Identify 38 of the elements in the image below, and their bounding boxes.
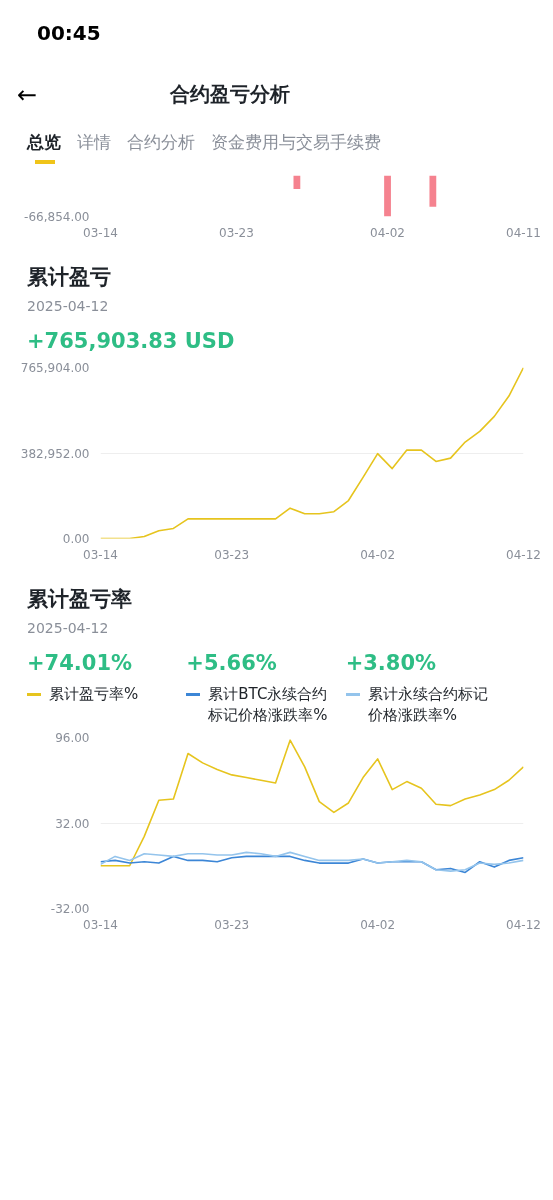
text: 00:45 bbox=[36, 20, 102, 47]
text: +3.80% bbox=[345, 650, 438, 678]
text: 合约分析 bbox=[127, 130, 195, 154]
y-tick-label: 96.00 bbox=[55, 731, 90, 746]
x-tick-label: 03-23 bbox=[219, 225, 254, 240]
text: +74.01% bbox=[27, 650, 134, 678]
y-tick-label: 0.00 bbox=[62, 532, 90, 547]
x-tick-label: 04-12 bbox=[506, 547, 541, 562]
chart-subtitle: 2025-04-12 bbox=[27, 297, 110, 317]
legend-label: 累计BTC永续合约标记价格涨跌率% bbox=[208, 684, 329, 727]
y-tick-label: 765,904.00 bbox=[20, 361, 90, 376]
x-tick-label: 04-02 bbox=[370, 225, 405, 240]
y-tick-label: 382,952.00 bbox=[20, 446, 90, 461]
x-tick-label: 04-12 bbox=[506, 917, 541, 932]
text: 详情 bbox=[77, 130, 111, 154]
chart-title: 累计盈亏 bbox=[27, 264, 112, 292]
text: 资金费用与交易手续费 bbox=[211, 130, 381, 154]
y-tick-label: -32.00 bbox=[50, 902, 90, 917]
text: +765,903.83 USD bbox=[27, 328, 235, 356]
x-tick-label: 03-14 bbox=[83, 917, 118, 932]
chart-subtitle: 2025-04-12 bbox=[27, 619, 110, 639]
x-tick-label: 04-11 bbox=[506, 225, 541, 240]
text: ← bbox=[16, 79, 39, 111]
x-tick-label: 04-02 bbox=[360, 547, 396, 562]
x-tick-label: 04-02 bbox=[360, 917, 396, 932]
x-tick-label: 03-23 bbox=[214, 917, 250, 932]
chart-title: 累计盈亏率 bbox=[27, 586, 133, 614]
text: 总览 bbox=[27, 130, 61, 154]
x-tick-label: 03-14 bbox=[83, 225, 118, 240]
text: +5.66% bbox=[186, 650, 278, 678]
text: -66,854.00 bbox=[24, 210, 90, 225]
legend-label: 累计盈亏率% bbox=[49, 684, 140, 706]
legend-label: 累计永续合约标记价格涨跌率% bbox=[367, 684, 489, 727]
text: 合约盈亏分析 bbox=[170, 81, 290, 109]
y-tick-label: 32.00 bbox=[55, 816, 90, 831]
line-series bbox=[100, 739, 524, 867]
x-tick-label: 03-14 bbox=[83, 547, 118, 562]
x-tick-label: 03-23 bbox=[214, 547, 250, 562]
